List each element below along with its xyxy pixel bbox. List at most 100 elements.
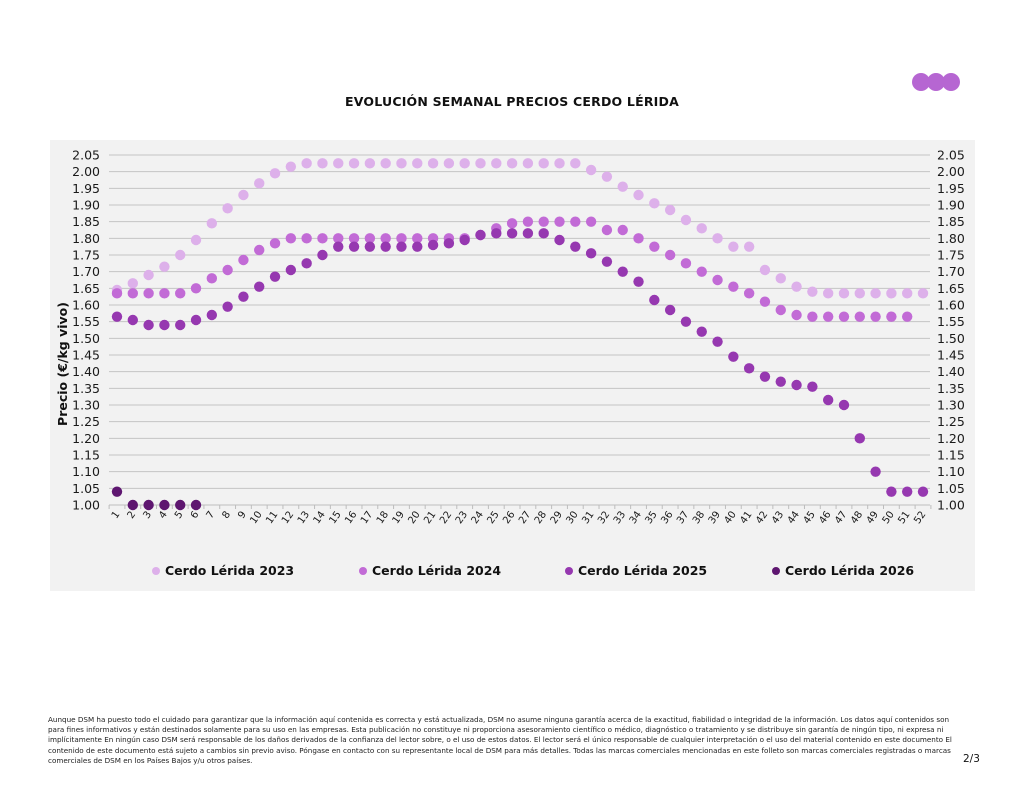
x-tick-label: 46 [817,509,833,526]
data-point [633,189,644,201]
data-point [364,158,376,169]
data-point [143,269,154,281]
x-tick-label: 48 [849,509,865,526]
legend-label: Cerdo Lérida 2024 [372,563,502,578]
y-tick-label-right: 1.50 [937,331,965,346]
page-number: 2/3 [963,753,980,765]
data-point [822,288,834,299]
data-point [206,309,218,321]
x-tick-label: 51 [896,509,912,526]
data-point [143,319,154,331]
x-tick-label: 28 [533,509,549,526]
data-point [206,273,218,284]
y-tick-label-left: 1.35 [72,381,100,396]
data-point [380,233,391,244]
data-point [222,301,233,312]
y-tick-label-right: 1.85 [937,214,965,229]
x-tick-label: 16 [343,509,359,526]
data-point [570,158,581,169]
data-point [443,238,455,249]
data-point [838,311,850,322]
x-tick-label: 22 [438,509,454,526]
data-point [759,296,771,307]
x-tick-label: 27 [517,509,533,526]
x-tick-label: 49 [865,509,881,526]
legend-item-2024: Cerdo Lérida 2024 [359,563,501,578]
y-tick-label-left: 1.90 [72,198,100,213]
data-point [380,241,391,252]
x-tick-label: 38 [691,509,707,526]
x-tick-label: 14 [312,509,328,526]
data-point [459,234,470,246]
data-point [633,233,644,244]
x-tick-label: 47 [833,509,849,526]
x-tick-label: 32 [596,509,612,526]
y-tick-label-left: 1.40 [72,364,100,379]
x-tick-label: 5 [173,509,186,521]
data-point [680,258,692,269]
data-point [664,304,676,316]
data-point [159,288,170,299]
y-tick-label-right: 1.15 [937,448,965,463]
chart-legend: Cerdo Lérida 2023 Cerdo Lérida 2024 Cerd… [0,563,1024,583]
y-tick-label-right: 1.00 [937,498,965,513]
data-point [743,241,755,252]
data-point [822,394,834,406]
x-tick-label: 42 [754,509,770,526]
data-point [364,233,376,244]
x-tick-label: 18 [375,509,391,526]
data-point [301,233,312,244]
x-tick-label: 21 [422,509,438,526]
data-point [143,288,154,299]
data-point [664,249,676,261]
x-tick-label: 2 [126,509,139,521]
data-point [728,281,739,292]
x-tick-label: 26 [501,509,517,526]
x-axis: 1 2 3 4 5 6 7 8 9 10 11 12 13 14 15 16 17 18 19 20 21 22 23 24 2… [108,504,932,526]
data-point [886,288,897,299]
data-point [617,266,628,277]
data-point [380,158,391,169]
data-point [585,164,597,176]
data-point [427,158,439,169]
data-point [348,158,360,169]
data-point [443,158,455,169]
data-point [111,288,123,299]
data-point [870,311,881,322]
data-point [317,158,328,169]
x-tick-label: 34 [628,509,644,526]
y-tick-label-left: 1.20 [72,431,100,446]
data-point [696,223,707,234]
data-point [570,216,581,227]
data-point [649,241,660,252]
data-point [775,376,786,387]
data-point [743,288,755,299]
data-point [301,258,312,269]
legend-item-2026: Cerdo Lérida 2026 [772,563,914,578]
data-point [491,228,502,239]
x-tick-label: 39 [707,509,723,526]
x-tick-label: 17 [359,509,375,526]
x-tick-label: 8 [220,509,233,521]
data-point [506,218,518,229]
x-tick-label: 31 [580,509,596,526]
x-tick-label: 12 [280,509,296,526]
x-tick-label: 7 [205,509,218,521]
y-tick-label-left: 1.95 [72,181,100,196]
data-point [917,486,929,497]
data-point [854,433,865,444]
legend-marker [359,566,367,575]
x-tick-label: 23 [454,509,470,526]
data-point [917,288,929,299]
data-point [491,158,502,169]
legend-item-2023: Cerdo Lérida 2023 [152,563,294,578]
data-point [601,256,613,267]
data-point [664,204,676,216]
y-tick-label-left: 1.30 [72,398,100,413]
data-point [475,229,486,241]
y-tick-label-right: 1.55 [937,314,965,329]
data-point [175,249,186,261]
x-tick-label: 43 [770,509,786,526]
x-tick-label: 30 [564,509,580,526]
data-point [775,273,786,284]
